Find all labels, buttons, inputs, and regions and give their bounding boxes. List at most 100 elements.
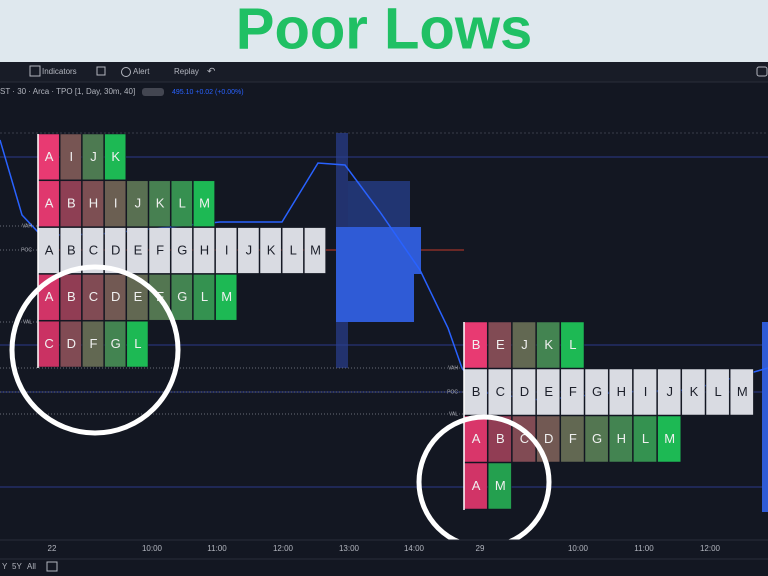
tpo-letter: L (179, 196, 186, 211)
tpo-letter: E (544, 384, 553, 399)
tpo-letter: M (664, 431, 675, 446)
alert-icon (121, 67, 131, 77)
undo-icon: ↶ (207, 67, 215, 78)
tpo-letter: D (520, 384, 529, 399)
tpo-cell (82, 274, 104, 321)
tpo-letter: I (114, 196, 118, 211)
volume-bar (336, 227, 421, 274)
time-label: 14:00 (404, 544, 425, 553)
date-range-icon (46, 561, 58, 572)
toolbar-button[interactable]: Alert (133, 67, 150, 76)
tpo-letter: M (737, 384, 748, 399)
tpo-letter: L (714, 384, 721, 399)
tpo-letter: K (111, 149, 120, 164)
tpo-letter: C (496, 384, 505, 399)
tpo-letter: A (45, 196, 54, 211)
tpo-cell (193, 274, 215, 321)
tpo-cell (681, 368, 706, 416)
tpo-letter: A (45, 242, 54, 257)
tpo-cell (259, 227, 282, 274)
tpo-letter: H (617, 431, 626, 446)
tpo-cell (237, 227, 260, 274)
volume-bar (762, 322, 768, 512)
level-marker: POC (447, 389, 458, 395)
tpo-cell (705, 368, 730, 416)
tpo-letter: B (67, 242, 76, 257)
tpo-cell (148, 227, 171, 274)
tpo-letter: I (644, 384, 648, 399)
tpo-letter: C (44, 336, 53, 351)
tpo-letter: J (135, 196, 142, 211)
range-button[interactable]: Y (2, 562, 8, 571)
tpo-cell (487, 462, 512, 510)
layout-icon (96, 66, 106, 76)
volume-bar (348, 181, 410, 227)
tpo-letter: B (67, 289, 76, 304)
tpo-cell (82, 320, 104, 368)
tpo-cell (512, 368, 536, 416)
tpo-letter: K (544, 337, 553, 352)
tpo-letter: B (496, 431, 505, 446)
tpo-letter: M (199, 196, 210, 211)
tpo-letter: H (200, 242, 209, 257)
tpo-cell (104, 133, 127, 181)
price-readout: 495.10 +0.02 (+0.00%) (172, 89, 244, 96)
tpo-letter: M (495, 478, 506, 493)
tpo-letter: E (496, 337, 505, 352)
tpo-cell (560, 368, 585, 416)
tpo-cell (59, 227, 82, 274)
time-label: 11:00 (207, 544, 227, 553)
tpo-letter: J (666, 384, 673, 399)
tpo-cell (560, 415, 585, 463)
time-label: 12:00 (273, 544, 294, 553)
time-label: 10:00 (568, 544, 589, 553)
tpo-cell (215, 227, 238, 274)
tpo-letter: L (201, 289, 208, 304)
tpo-letter: J (90, 149, 97, 164)
time-label: 11:00 (634, 544, 654, 553)
toolbar (0, 62, 768, 82)
toolbar-button[interactable]: Indicators (42, 67, 77, 76)
tpo-letter: E (134, 289, 143, 304)
tpo-letter: K (267, 242, 276, 257)
tpo-letter: B (472, 337, 481, 352)
tpo-letter: M (221, 289, 232, 304)
tpo-letter: K (156, 196, 165, 211)
tpo-letter: C (89, 289, 98, 304)
tpo-letter: F (156, 242, 164, 257)
tpo-cell (104, 180, 127, 227)
legend-toggle[interactable] (142, 88, 164, 96)
tpo-cell (59, 133, 82, 181)
tpo-cell (487, 368, 512, 416)
tpo-letter: B (472, 384, 481, 399)
toolbar-button[interactable]: Replay (174, 67, 199, 76)
tpo-letter: F (569, 384, 577, 399)
tpo-cell (487, 415, 512, 463)
tpo-letter: D (544, 431, 553, 446)
tpo-cell (304, 227, 326, 274)
tpo-cell (215, 274, 238, 321)
tpo-letter: D (111, 242, 120, 257)
header-band (0, 0, 768, 62)
tpo-letter: D (67, 336, 76, 351)
tpo-cell (608, 415, 633, 463)
tpo-letter: B (67, 196, 76, 211)
tpo-letter: A (45, 149, 54, 164)
tpo-cell (193, 180, 215, 227)
level-marker: POC (21, 247, 32, 253)
time-label: 22 (48, 544, 57, 553)
tpo-cell (193, 227, 215, 274)
tpo-letter: L (134, 336, 141, 351)
tpo-cell (104, 274, 127, 321)
tpo-letter: D (111, 289, 120, 304)
tpo-cell (104, 320, 127, 368)
range-button[interactable]: 5Y (12, 562, 22, 571)
tpo-letter: H (617, 384, 626, 399)
tpo-cell (82, 180, 104, 227)
tpo-letter: A (45, 289, 54, 304)
range-button[interactable]: All (27, 562, 36, 571)
tpo-letter: F (90, 336, 98, 351)
tpo-cell (657, 415, 682, 463)
